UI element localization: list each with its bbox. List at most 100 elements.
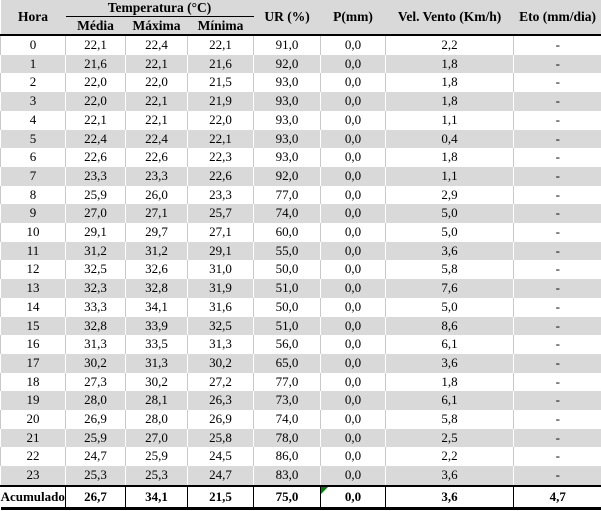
value-cell: 8,6 bbox=[385, 316, 514, 336]
table-row-hour-20: 20 26,9 28,0 26,9 74,0 0,0 5,8- bbox=[0, 410, 601, 429]
hour-cell: 8 bbox=[0, 185, 66, 205]
accumulated-minima-cell: 21,5 bbox=[186, 485, 254, 509]
value-cell: 50,0 bbox=[253, 297, 321, 317]
table-row-hour-1: 1 21,6 22,1 21,6 92,0 0,0 1,8- bbox=[0, 54, 601, 74]
value-cell: 5,0 bbox=[385, 204, 514, 224]
accumulated-label: Acumulado bbox=[0, 485, 66, 509]
table-row-hour-8: 8 25,9 26,0 23,3 77,0 0,0 2,9- bbox=[0, 185, 601, 205]
value-cell: 22,1 bbox=[125, 110, 188, 130]
value-cell: 21,6 bbox=[186, 54, 254, 74]
value-cell: 93,0 bbox=[253, 129, 321, 149]
value-cell: 0,0 bbox=[320, 185, 386, 205]
value-cell: 25,8 bbox=[186, 428, 254, 448]
value-cell: 0,0 bbox=[320, 35, 386, 55]
value-cell: - bbox=[513, 241, 601, 261]
value-cell: 29,1 bbox=[65, 223, 126, 242]
value-cell: 51,0 bbox=[253, 279, 321, 298]
value-cell: 5,8 bbox=[385, 410, 514, 429]
table-row-hour-2: 2 22,0 22,0 21,5 93,0 0,0 1,8- bbox=[0, 73, 601, 93]
table-row-hour-18: 18 27,3 30,2 27,2 77,0 0,0 1,8- bbox=[0, 372, 601, 392]
value-cell: 5,0 bbox=[385, 297, 514, 317]
col-header-temperatura-group: Temperatura (°C) bbox=[65, 0, 254, 17]
col-header-media: Média bbox=[65, 16, 126, 35]
value-cell: 27,0 bbox=[65, 204, 126, 224]
value-cell: 74,0 bbox=[253, 410, 321, 429]
value-cell: 22,1 bbox=[125, 92, 188, 111]
value-cell: - bbox=[513, 428, 601, 448]
value-cell: 3,6 bbox=[385, 466, 514, 486]
value-cell: - bbox=[513, 316, 601, 336]
value-cell: 7,6 bbox=[385, 279, 514, 298]
value-cell: 31,3 bbox=[186, 335, 254, 354]
value-cell: 60,0 bbox=[253, 223, 321, 242]
hour-cell: 20 bbox=[0, 410, 66, 429]
value-cell: 2,9 bbox=[385, 185, 514, 205]
table-row-hour-22: 22 24,7 25,9 24,5 86,0 0,0 2,2- bbox=[0, 447, 601, 467]
value-cell: 28,0 bbox=[65, 391, 126, 411]
col-header-eto: Eto (mm/dia) bbox=[513, 0, 601, 35]
value-cell: 32,5 bbox=[65, 260, 126, 280]
value-cell: 21,6 bbox=[65, 54, 126, 74]
value-cell: 93,0 bbox=[253, 148, 321, 167]
value-cell: 29,1 bbox=[186, 241, 254, 261]
hour-cell: 18 bbox=[0, 372, 66, 392]
accumulated-vel-vento-cell: 3,6 bbox=[385, 485, 514, 509]
value-cell: 0,0 bbox=[320, 166, 386, 186]
value-cell: 22,1 bbox=[186, 129, 254, 149]
table-row-hour-23: 23 25,3 25,3 24,7 83,0 0,0 3,6- bbox=[0, 466, 601, 486]
value-cell: 32,5 bbox=[186, 316, 254, 336]
value-cell: 65,0 bbox=[253, 353, 321, 373]
value-cell: 31,2 bbox=[125, 241, 188, 261]
value-cell: 25,9 bbox=[125, 447, 188, 467]
value-cell: - bbox=[513, 204, 601, 224]
value-cell: 93,0 bbox=[253, 110, 321, 130]
value-cell: 22,0 bbox=[65, 92, 126, 111]
value-cell: 0,0 bbox=[320, 391, 386, 411]
value-cell: 24,5 bbox=[186, 447, 254, 467]
value-cell: 31,3 bbox=[65, 335, 126, 354]
hour-cell: 4 bbox=[0, 110, 66, 130]
value-cell: 31,0 bbox=[186, 260, 254, 280]
value-cell: 0,0 bbox=[320, 54, 386, 74]
col-header-p: P(mm) bbox=[320, 0, 386, 35]
value-cell: 0,0 bbox=[320, 148, 386, 167]
value-cell: 0,0 bbox=[320, 372, 386, 392]
value-cell: 24,7 bbox=[186, 466, 254, 486]
accumulated-maxima-cell: 34,1 bbox=[125, 485, 188, 509]
value-cell: 2,2 bbox=[385, 35, 514, 55]
table-row-hour-7: 7 23,3 23,3 22,6 92,0 0,0 1,1- bbox=[0, 166, 601, 186]
table-header: Hora Temperatura (°C) UR (%) P(mm) Vel. … bbox=[0, 0, 601, 35]
value-cell: 27,0 bbox=[125, 428, 188, 448]
value-cell: 1,8 bbox=[385, 372, 514, 392]
value-cell: 92,0 bbox=[253, 54, 321, 74]
accumulated-media-cell: 26,7 bbox=[65, 485, 126, 509]
value-cell: 23,3 bbox=[65, 166, 126, 186]
value-cell: 30,2 bbox=[186, 353, 254, 373]
value-cell: 0,0 bbox=[320, 204, 386, 224]
value-cell: 33,5 bbox=[125, 335, 188, 354]
value-cell: 29,7 bbox=[125, 223, 188, 242]
value-cell: 22,6 bbox=[65, 148, 126, 167]
value-cell: 0,0 bbox=[320, 410, 386, 429]
hour-cell: 17 bbox=[0, 353, 66, 373]
hour-cell: 19 bbox=[0, 391, 66, 411]
table-row-hour-4: 4 22,1 22,1 22,0 93,0 0,0 1,1- bbox=[0, 110, 601, 130]
table-row-hour-10: 10 29,1 29,7 27,1 60,0 0,0 5,0- bbox=[0, 223, 601, 242]
table-row-hour-3: 3 22,0 22,1 21,9 93,0 0,0 1,8- bbox=[0, 92, 601, 111]
value-cell: 1,8 bbox=[385, 73, 514, 93]
value-cell: 22,1 bbox=[125, 54, 188, 74]
value-cell: - bbox=[513, 185, 601, 205]
col-header-minima: Mínima bbox=[187, 16, 254, 35]
table-row-hour-17: 17 30,2 31,3 30,2 65,0 0,0 3,6- bbox=[0, 353, 601, 373]
value-cell: 0,0 bbox=[320, 447, 386, 467]
value-cell: 23,3 bbox=[125, 166, 188, 186]
value-cell: - bbox=[513, 410, 601, 429]
value-cell: 31,3 bbox=[125, 353, 188, 373]
value-cell: 91,0 bbox=[253, 35, 321, 55]
value-cell: 24,7 bbox=[65, 447, 126, 467]
value-cell: 78,0 bbox=[253, 428, 321, 448]
col-header-hora: Hora bbox=[0, 0, 66, 35]
value-cell: 0,0 bbox=[320, 279, 386, 298]
table-body: 0 22,1 22,4 22,1 91,0 0,0 2,2-1 21,6 22,1 21,6 92,… bbox=[0, 35, 601, 486]
value-cell: 86,0 bbox=[253, 447, 321, 467]
